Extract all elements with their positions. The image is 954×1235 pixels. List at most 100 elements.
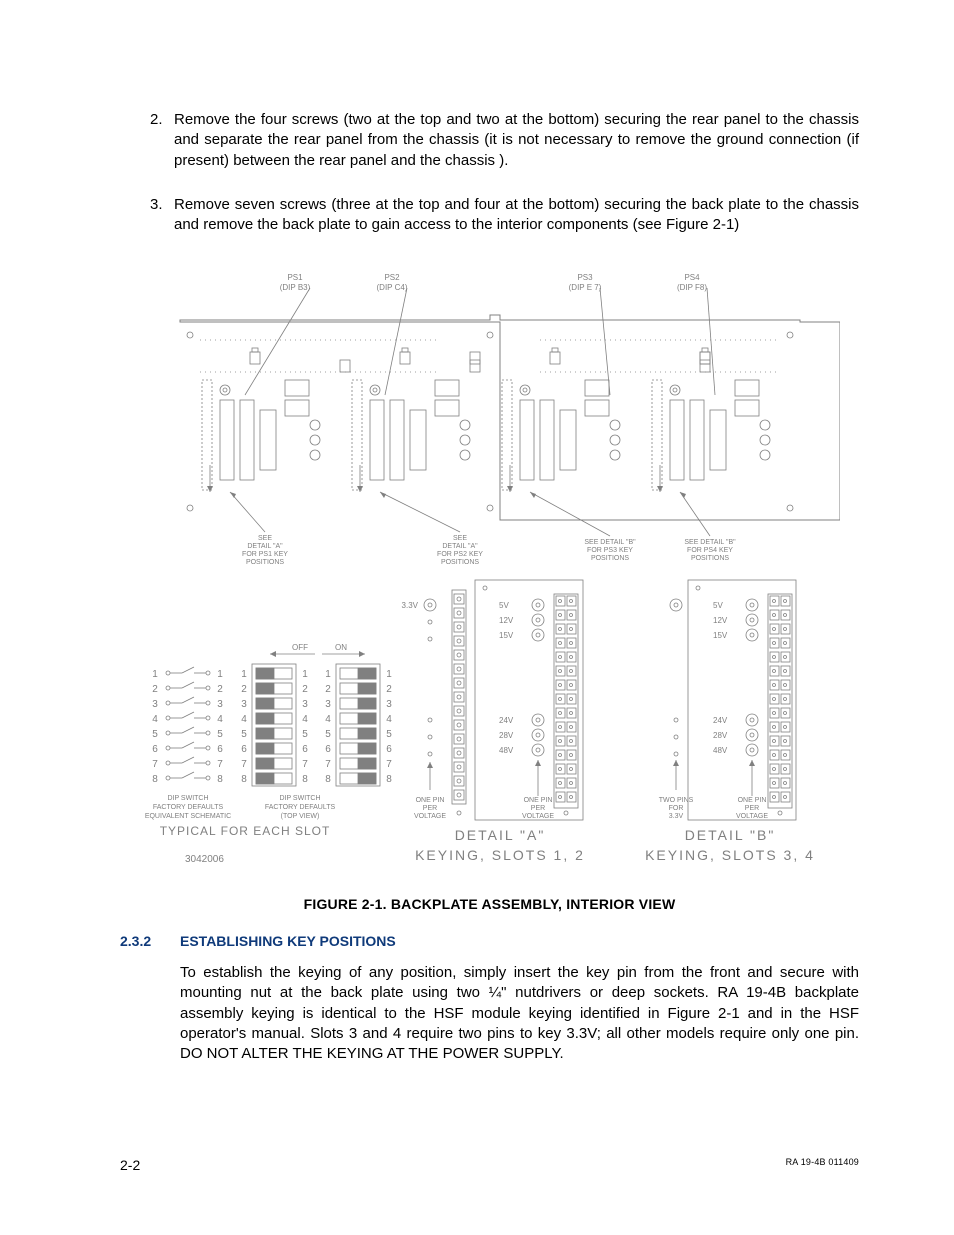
svg-text:7: 7: [386, 759, 392, 770]
svg-text:3: 3: [241, 699, 247, 710]
step-list: 2. Remove the four screws (two at the to…: [150, 110, 859, 235]
svg-text:FOR PS1 KEY: FOR PS1 KEY: [242, 551, 288, 558]
svg-text:2: 2: [152, 684, 158, 695]
svg-text:SEE: SEE: [452, 535, 466, 542]
svg-text:ONE PIN: ONE PIN: [415, 797, 444, 804]
ps3-label: PS3: [577, 273, 593, 282]
detail-b-title: DETAIL "B": [684, 827, 775, 843]
svg-text:6: 6: [325, 744, 331, 755]
step-number: 2.: [150, 110, 174, 171]
svg-text:DIP SWITCH: DIP SWITCH: [167, 795, 208, 802]
svg-text:4: 4: [302, 714, 308, 725]
detail-a-title: DETAIL "A": [454, 827, 545, 843]
svg-text:5: 5: [217, 729, 223, 740]
svg-text:8: 8: [302, 774, 308, 785]
ps1-label: PS1: [287, 273, 303, 282]
ps4-label: PS4: [684, 273, 700, 282]
svg-text:VOLTAGE: VOLTAGE: [413, 813, 445, 820]
page-footer: 2-2 RA 19-4B 011409: [120, 1156, 859, 1175]
label-12v-b: 12V: [713, 616, 728, 625]
svg-text:PER: PER: [422, 805, 436, 812]
dip-footer: TYPICAL FOR EACH SLOT: [159, 824, 330, 838]
svg-text:4: 4: [217, 714, 223, 725]
svg-text:POSITIONS: POSITIONS: [440, 559, 478, 566]
svg-text:POSITIONS: POSITIONS: [245, 559, 283, 566]
svg-text:DIP SWITCH: DIP SWITCH: [279, 795, 320, 802]
svg-text:6: 6: [241, 744, 247, 755]
label-24v-b: 24V: [713, 716, 728, 725]
ps4-dip: (DIP F8): [676, 283, 706, 292]
svg-text:FACTORY DEFAULTS: FACTORY DEFAULTS: [152, 804, 223, 811]
step-text: Remove seven screws (three at the top an…: [174, 195, 859, 236]
ps1-dip: (DIP B3): [279, 283, 310, 292]
svg-text:SEE: SEE: [257, 535, 271, 542]
svg-text:FACTORY DEFAULTS: FACTORY DEFAULTS: [264, 804, 335, 811]
svg-text:PER: PER: [744, 805, 758, 812]
svg-text:8: 8: [217, 774, 223, 785]
svg-text:1: 1: [217, 669, 223, 680]
svg-text:1: 1: [241, 669, 247, 680]
svg-text:2: 2: [217, 684, 223, 695]
list-item: 2. Remove the four screws (two at the to…: [150, 110, 859, 171]
svg-text:DETAIL "A": DETAIL "A": [247, 543, 283, 550]
svg-text:7: 7: [325, 759, 331, 770]
svg-text:6: 6: [217, 744, 223, 755]
label-48v-b: 48V: [713, 746, 728, 755]
svg-text:6: 6: [302, 744, 308, 755]
label-12v: 12V: [499, 616, 514, 625]
svg-text:6: 6: [152, 744, 158, 755]
svg-text:FOR: FOR: [668, 805, 683, 812]
section-body: To establish the keying of any position,…: [180, 963, 859, 1064]
svg-text:3.3V: 3.3V: [668, 813, 683, 820]
svg-text:8: 8: [241, 774, 247, 785]
label-28v-b: 28V: [713, 731, 728, 740]
svg-text:4: 4: [386, 714, 392, 725]
svg-text:FOR PS4 KEY: FOR PS4 KEY: [687, 547, 733, 554]
label-5v: 5V: [499, 601, 509, 610]
svg-text:7: 7: [241, 759, 247, 770]
off-label: OFF: [292, 643, 308, 652]
doc-id: RA 19-4B 011409: [786, 1156, 859, 1175]
step-number: 3.: [150, 195, 174, 236]
list-item: 3. Remove seven screws (three at the top…: [150, 195, 859, 236]
section-title: ESTABLISHING KEY POSITIONS: [180, 932, 396, 951]
svg-text:FOR PS3 KEY: FOR PS3 KEY: [587, 547, 633, 554]
svg-text:PER: PER: [530, 805, 544, 812]
ps2-dip: (DIP C4): [376, 283, 407, 292]
svg-text:4: 4: [241, 714, 247, 725]
svg-text:3: 3: [152, 699, 158, 710]
svg-text:7: 7: [302, 759, 308, 770]
svg-text:ONE PIN: ONE PIN: [737, 797, 766, 804]
svg-text:2: 2: [325, 684, 331, 695]
svg-text:POSITIONS: POSITIONS: [590, 555, 628, 562]
page: 2. Remove the four screws (two at the to…: [0, 0, 954, 1235]
detail-a-sub: KEYING, SLOTS 1, 2: [415, 847, 585, 863]
svg-text:8: 8: [152, 774, 158, 785]
svg-text:SEE DETAIL "B": SEE DETAIL "B": [584, 539, 636, 546]
svg-text:EQUIVALENT SCHEMATIC: EQUIVALENT SCHEMATIC: [144, 813, 230, 820]
drawing-number: 3042006: [185, 854, 224, 865]
svg-text:7: 7: [152, 759, 158, 770]
section-number: 2.3.2: [120, 932, 180, 951]
figure-diagram: PS1 (DIP B3) PS2 (DIP C4) PS3 (DIP E 7) …: [140, 260, 840, 865]
svg-text:3: 3: [302, 699, 308, 710]
svg-text:VOLTAGE: VOLTAGE: [735, 813, 767, 820]
svg-text:POSITIONS: POSITIONS: [690, 555, 728, 562]
svg-text:5: 5: [152, 729, 158, 740]
label-5v-b: 5V: [713, 601, 723, 610]
svg-text:5: 5: [325, 729, 331, 740]
svg-text:1: 1: [152, 669, 158, 680]
ps3-dip: (DIP E 7): [568, 283, 601, 292]
svg-text:DETAIL "A": DETAIL "A": [442, 543, 478, 550]
svg-text:5: 5: [386, 729, 392, 740]
svg-text:5: 5: [302, 729, 308, 740]
page-number: 2-2: [120, 1156, 140, 1175]
svg-text:8: 8: [325, 774, 331, 785]
svg-text:2: 2: [241, 684, 247, 695]
svg-text:3: 3: [325, 699, 331, 710]
figure-caption: FIGURE 2-1. BACKPLATE ASSEMBLY, INTERIOR…: [120, 895, 859, 914]
svg-text:1: 1: [302, 669, 308, 680]
svg-text:2: 2: [302, 684, 308, 695]
svg-text:6: 6: [386, 744, 392, 755]
label-24v: 24V: [499, 716, 514, 725]
